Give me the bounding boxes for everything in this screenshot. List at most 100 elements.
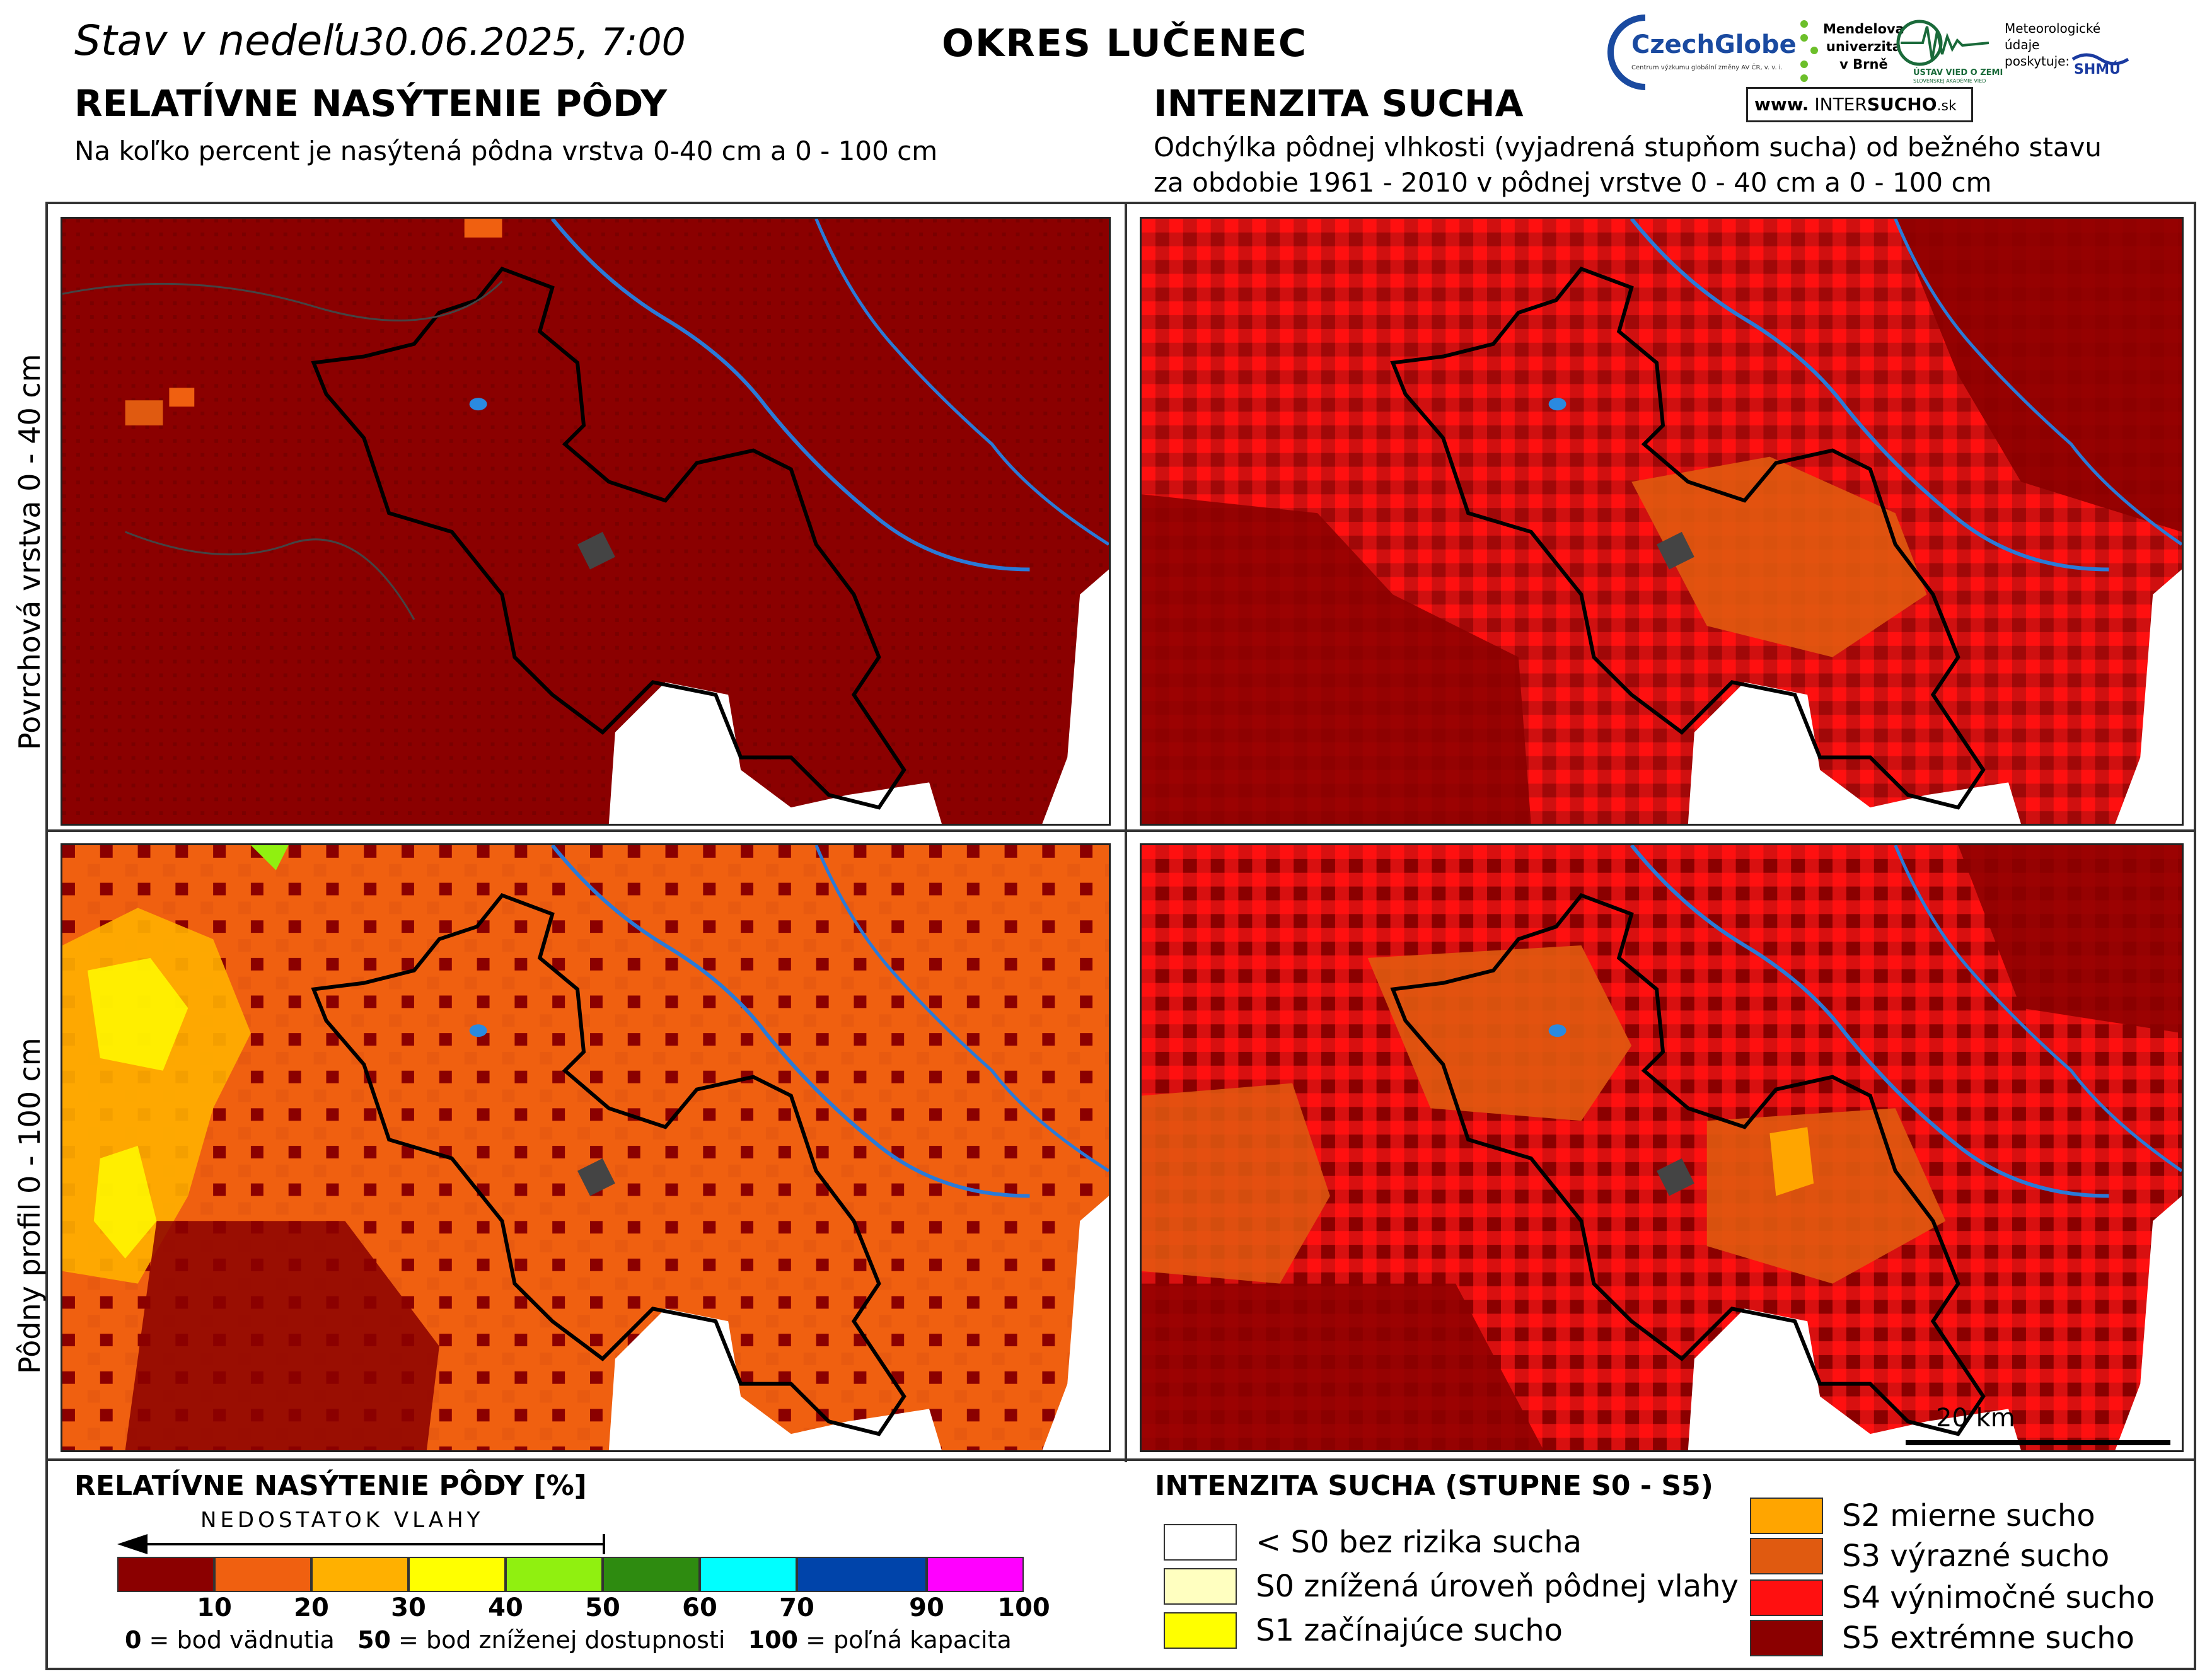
saturation-tick: 20 bbox=[294, 1593, 329, 1622]
shmu-wave-icon bbox=[2071, 53, 2129, 66]
map-panel-frame bbox=[45, 202, 2196, 1670]
district-title: OKRES LUČENEC bbox=[942, 21, 1307, 66]
saturation-swatch bbox=[506, 1557, 603, 1592]
meteo-credit: Meteorologické údaje poskytuje: bbox=[2005, 20, 2101, 69]
map-saturation-profile-canvas bbox=[62, 845, 1109, 1450]
saturation-tick: 10 bbox=[197, 1593, 232, 1622]
saturation-tick: 30 bbox=[391, 1593, 426, 1622]
usvz-subtext: SLOVENSKEJ AKADÉMIE VIED bbox=[1913, 78, 1986, 84]
drought-legend-swatch bbox=[1750, 1538, 1823, 1574]
saturation-swatch bbox=[408, 1557, 506, 1592]
saturation-swatch bbox=[927, 1557, 1024, 1592]
czechglobe-mark-icon bbox=[1607, 14, 1646, 90]
usvz-text: ÚSTAV VIED O ZEMI bbox=[1913, 68, 2003, 78]
map-drought-profile-canvas bbox=[1142, 845, 2182, 1450]
drought-subtitle-2: za obdobie 1961 - 2010 v pôdnej vrstve 0… bbox=[1154, 167, 1992, 198]
mendelu-line-1: Mendelova bbox=[1823, 21, 1904, 37]
drought-legend-swatch bbox=[1164, 1568, 1237, 1605]
scalebar-line bbox=[1906, 1440, 2170, 1445]
intersucho-logo[interactable]: www. INTERSUCHO.sk bbox=[1746, 87, 1973, 122]
saturation-tick: 50 bbox=[585, 1593, 620, 1622]
saturation-tick: 60 bbox=[682, 1593, 717, 1622]
drought-legend-label: S5 extrémne sucho bbox=[1842, 1620, 2134, 1656]
drought-legend-label: S3 výrazné sucho bbox=[1842, 1538, 2110, 1574]
saturation-swatch bbox=[117, 1557, 214, 1592]
mendelu-line-3: v Brně bbox=[1839, 57, 1888, 72]
drought-title: INTENZITA SUCHA bbox=[1154, 82, 1524, 125]
drought-legend-title: INTENZITA SUCHA (STUPNE S0 - S5) bbox=[1155, 1470, 1713, 1502]
map-saturation-surface-canvas bbox=[62, 219, 1109, 824]
date-value: 30.06.2025, 7:00 bbox=[360, 20, 686, 64]
drought-legend-item: S4 výnimočné sucho bbox=[1750, 1579, 2155, 1616]
drought-legend-label: S1 začínajúce sucho bbox=[1256, 1613, 1563, 1648]
drought-legend-swatch bbox=[1750, 1579, 1823, 1616]
drought-legend-label: < S0 bez rizika sucha bbox=[1256, 1525, 1582, 1560]
saturation-swatch bbox=[603, 1557, 700, 1592]
map-drought-surface-canvas bbox=[1142, 219, 2182, 824]
map-drought-profile: 20 km bbox=[1140, 843, 2184, 1452]
usvz-seismograph-icon bbox=[1896, 20, 1989, 66]
czechglobe-text: CzechGlobe bbox=[1631, 30, 1797, 59]
saturation-swatch bbox=[311, 1557, 408, 1592]
mendelu-logo[interactable]: Mendelova univerzita v Brně bbox=[1797, 16, 1904, 92]
date-label: Stav v nedeľu bbox=[74, 16, 361, 65]
deficit-arrow-icon bbox=[117, 1534, 605, 1554]
meteo-line-3: poskytuje: bbox=[2005, 54, 2070, 69]
map-saturation-surface bbox=[61, 217, 1111, 826]
drought-legend-item: < S0 bez rizika sucha bbox=[1164, 1524, 1582, 1561]
note-reduced-text: = bod zníženej dostupnosti bbox=[390, 1626, 726, 1654]
drought-legend-label: S2 mierne sucho bbox=[1842, 1498, 2095, 1533]
drought-legend-item: S3 výrazné sucho bbox=[1750, 1538, 2109, 1574]
meteo-line-2: údaje bbox=[2005, 37, 2040, 52]
deficit-label: NEDOSTATOK VLAHY bbox=[200, 1508, 484, 1533]
map-saturation-profile bbox=[61, 843, 1111, 1452]
drought-legend-swatch bbox=[1750, 1620, 1823, 1656]
drought-legend-item: S5 extrémne sucho bbox=[1750, 1620, 2134, 1656]
scalebar-label: 20 km bbox=[1936, 1404, 2015, 1433]
drought-legend-swatch bbox=[1164, 1612, 1237, 1649]
saturation-title: RELATÍVNE NASÝTENIE PÔDY bbox=[74, 82, 668, 125]
frame-vertical-divider bbox=[1125, 202, 1127, 1462]
note-wilting-text: = bod vädnutia bbox=[141, 1626, 335, 1654]
map-drought-surface bbox=[1140, 217, 2184, 826]
saturation-tick: 90 bbox=[909, 1593, 944, 1622]
note-wilting-value: 0 bbox=[125, 1626, 142, 1654]
drought-legend-swatch bbox=[1750, 1498, 1823, 1534]
saturation-tick: 40 bbox=[488, 1593, 523, 1622]
drought-legend-item: S0 znížená úroveň pôdnej vlahy bbox=[1164, 1568, 1739, 1605]
saturation-swatch bbox=[797, 1557, 927, 1592]
date-line: Stav v nedeľu30.06.2025, 7:00 bbox=[74, 16, 686, 65]
partner-logos: CzechGlobe Centrum výzkumu globální změn… bbox=[1607, 11, 2200, 122]
row-label-bottom: Pôdny profil 0 - 100 cm bbox=[13, 1037, 47, 1374]
saturation-swatch bbox=[700, 1557, 797, 1592]
usvz-logo[interactable]: ÚSTAV VIED O ZEMI SLOVENSKEJ AKADÉMIE VI… bbox=[1894, 18, 2003, 87]
drought-subtitle-1: Odchýlka pôdnej vlhkosti (vyjadrená stup… bbox=[1154, 132, 2102, 163]
mendelu-line-2: univerzita bbox=[1826, 39, 1901, 54]
saturation-notes: 0 = bod vädnutia 50 = bod zníženej dostu… bbox=[125, 1626, 1012, 1654]
saturation-tick: 70 bbox=[779, 1593, 814, 1622]
intersucho-inter: INTER bbox=[1814, 94, 1867, 115]
czechglobe-subtext: Centrum výzkumu globální změny AV ČR, v.… bbox=[1631, 64, 1783, 71]
drought-legend-item: S2 mierne sucho bbox=[1750, 1498, 2095, 1534]
intersucho-prefix: www. bbox=[1754, 94, 1809, 115]
intersucho-suffix: .sk bbox=[1937, 98, 1957, 114]
saturation-tick: 100 bbox=[997, 1593, 1050, 1622]
drought-legend-swatch bbox=[1164, 1524, 1237, 1561]
frame-legend-divider bbox=[45, 1458, 2196, 1461]
drought-legend-label: S4 výnimočné sucho bbox=[1842, 1580, 2155, 1615]
intersucho-sucho: SUCHO bbox=[1867, 94, 1937, 115]
saturation-swatch bbox=[214, 1557, 311, 1592]
note-capacity-text: = poľná kapacita bbox=[798, 1626, 1012, 1654]
drought-legend-label: S0 znížená úroveň pôdnej vlahy bbox=[1256, 1569, 1739, 1604]
note-capacity-value: 100 bbox=[748, 1626, 798, 1654]
frame-middle-divider bbox=[45, 829, 2196, 832]
row-label-top: Povrchová vrstva 0 - 40 cm bbox=[13, 354, 47, 750]
saturation-subtitle: Na koľko percent je nasýtená pôdna vrstv… bbox=[74, 136, 938, 166]
drought-legend-item: S1 začínajúce sucho bbox=[1164, 1612, 1563, 1649]
czechglobe-logo[interactable]: CzechGlobe Centrum výzkumu globální změn… bbox=[1607, 11, 1797, 93]
meteo-line-1: Meteorologické bbox=[2005, 21, 2101, 36]
shmu-logo[interactable]: SHMÚ bbox=[2068, 48, 2137, 79]
shmu-text: SHMÚ bbox=[2074, 62, 2121, 78]
saturation-legend-title: RELATÍVNE NASÝTENIE PÔDY [%] bbox=[74, 1470, 587, 1502]
note-reduced-value: 50 bbox=[357, 1626, 391, 1654]
